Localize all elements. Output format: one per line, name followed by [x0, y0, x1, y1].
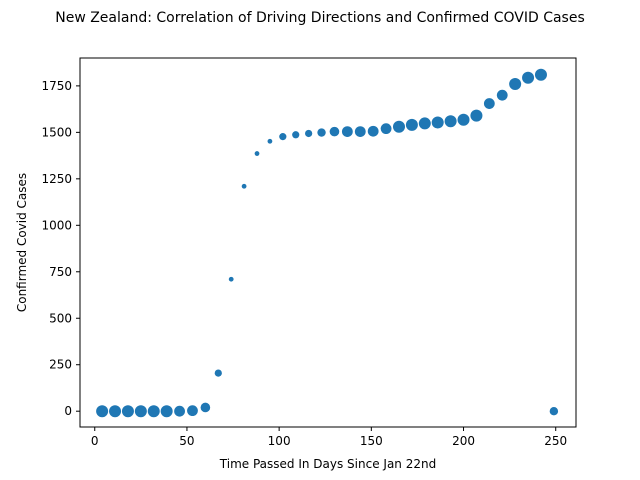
data-point — [109, 405, 122, 418]
x-tick-label: 250 — [544, 434, 567, 448]
data-point — [241, 183, 247, 189]
data-point — [392, 120, 405, 133]
y-tick-label: 1000 — [41, 218, 72, 232]
x-tick-label: 50 — [179, 434, 194, 448]
data-point — [292, 131, 300, 139]
data-point — [354, 126, 366, 138]
data-point — [174, 405, 185, 417]
data-point — [380, 123, 392, 135]
x-tick-label: 100 — [268, 434, 291, 448]
data-point — [522, 71, 535, 84]
x-tick-label: 200 — [452, 434, 475, 448]
data-point — [457, 113, 470, 126]
data-point — [160, 405, 173, 418]
y-tick-label: 1750 — [41, 79, 72, 93]
x-tick-label: 0 — [91, 434, 99, 448]
y-tick-label: 1250 — [41, 172, 72, 186]
data-point — [279, 133, 287, 141]
y-axis-ticks: 0 250 500 750 1000 1250 1500 1750 — [41, 79, 80, 418]
x-tick-label: 150 — [360, 434, 383, 448]
data-point — [534, 68, 547, 81]
data-point — [214, 369, 222, 377]
plot-frame — [79, 57, 577, 428]
data-point — [496, 89, 508, 101]
data-point — [305, 129, 313, 138]
data-point — [483, 98, 495, 109]
data-point — [267, 138, 273, 144]
data-point — [367, 125, 379, 137]
x-axis-ticks: 0 50 100 150 200 250 — [91, 427, 567, 448]
data-point — [418, 117, 431, 130]
data-point — [254, 151, 260, 156]
data-point — [134, 405, 147, 418]
data-point — [444, 115, 457, 128]
data-point — [549, 406, 559, 416]
data-point — [228, 276, 234, 282]
data-point — [147, 405, 160, 418]
data-point — [509, 78, 522, 91]
data-point — [187, 405, 198, 417]
data-point — [341, 126, 353, 138]
y-tick-label: 500 — [49, 311, 72, 325]
y-tick-label: 750 — [49, 265, 72, 279]
chart-title: New Zealand: Correlation of Driving Dire… — [55, 10, 585, 26]
y-tick-label: 0 — [64, 404, 72, 418]
data-point — [329, 126, 340, 137]
data-point — [405, 118, 418, 131]
data-point — [317, 128, 326, 137]
data-point — [96, 405, 109, 418]
data-point — [431, 116, 444, 129]
y-tick-label: 250 — [49, 358, 72, 372]
data-point — [121, 405, 134, 418]
data-point — [470, 109, 483, 122]
data-points — [96, 68, 559, 418]
y-tick-label: 1500 — [41, 125, 72, 139]
data-point — [200, 402, 211, 413]
y-axis-label: Confirmed Covid Cases — [15, 173, 29, 312]
x-axis-label: Time Passed In Days Since Jan 22nd — [219, 457, 436, 471]
